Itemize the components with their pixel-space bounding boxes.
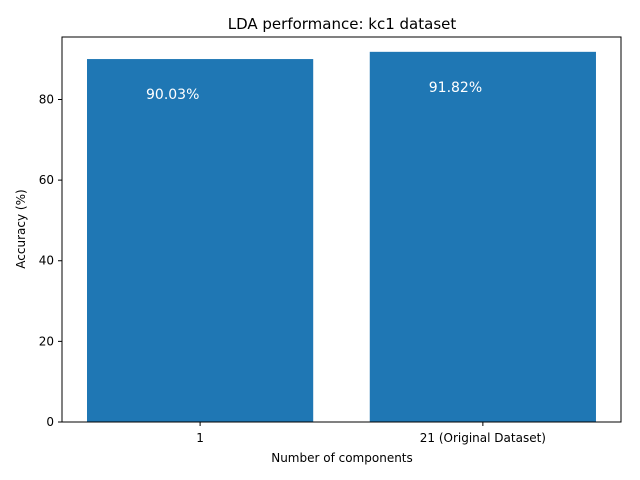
x-tick-label-2: 21 (Original Dataset) [420, 431, 546, 445]
x-axis: 1 21 (Original Dataset) [196, 422, 546, 445]
y-tick-label-0: 0 [46, 415, 54, 429]
value-label-2: 91.82% [429, 80, 482, 96]
y-tick-label-20: 20 [39, 334, 54, 348]
bar-1 [87, 59, 314, 423]
chart-title: LDA performance: kc1 dataset [228, 15, 457, 33]
y-axis: 0 20 40 60 80 [39, 92, 62, 429]
x-axis-label: Number of components [271, 451, 413, 465]
plot-frame [61, 36, 622, 423]
bars-group [87, 51, 596, 423]
value-labels-group: 90.03% 91.82% [146, 80, 482, 103]
y-axis-label: Accuracy (%) [14, 189, 28, 268]
y-tick-label-80: 80 [39, 92, 54, 106]
bar-2 [369, 51, 596, 422]
value-label-1: 90.03% [146, 87, 199, 103]
y-tick-label-40: 40 [39, 254, 54, 268]
y-tick-label-60: 60 [39, 173, 54, 187]
x-tick-label-1: 1 [196, 431, 204, 445]
